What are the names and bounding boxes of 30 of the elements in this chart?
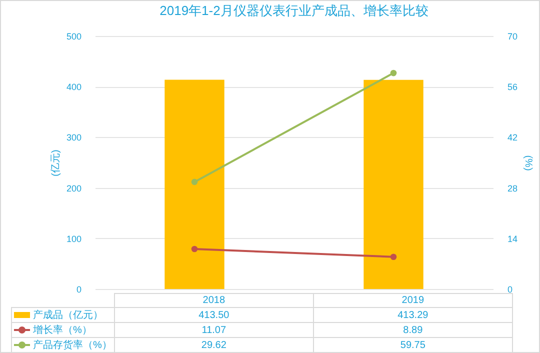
y2-tick-label: 0 [508,284,513,294]
y2-tick-label: 42 [508,132,518,143]
data-label: 29.62 [114,338,314,352]
y2-axis-title: (%) [522,155,534,171]
x-tick-label: 2018 [114,294,314,308]
chart-title: 2019年1-2月仪器仪表行业产成品、增长率比较 [160,3,428,18]
y-tick-label: 100 [66,234,82,244]
y2-tick-label: 56 [508,82,518,92]
legend-label: 产成品（亿元） [12,308,114,322]
point [191,246,198,252]
legend-label: 增长率（%） [12,322,114,338]
y-tick-label: 500 [66,32,82,42]
point [191,178,198,186]
y-tick-label: 200 [66,183,82,194]
data-label: 11.07 [114,322,314,338]
y-axis-title: (亿元) [50,150,62,176]
y-tick-label: 300 [66,132,82,143]
x-tick-label: 2019 [313,294,512,308]
data-label: 8.89 [313,322,512,338]
legend-label: 产品存货率（%） [12,338,114,352]
point [390,254,397,260]
y2-tick-label: 14 [508,234,518,244]
data-label: 413.50 [114,308,314,322]
y-tick-label: 400 [66,82,82,92]
y-tick-label: 0 [76,284,82,294]
data-label: 59.75 [313,338,512,352]
data-label: 413.29 [313,308,512,322]
y2-tick-label: 28 [508,183,518,194]
y2-tick-label: 70 [508,32,518,42]
point [390,70,397,76]
